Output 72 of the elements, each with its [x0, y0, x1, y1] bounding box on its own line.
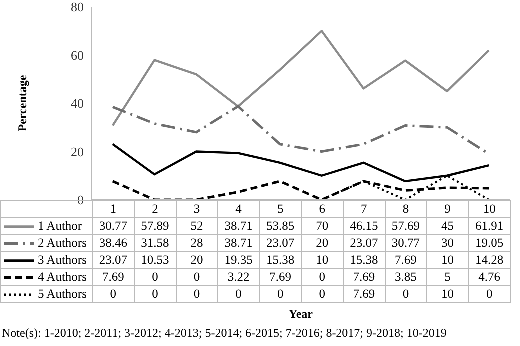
data-label: 38.71: [218, 234, 260, 252]
legend-label: 5 Authors: [0, 286, 92, 302]
data-label: 0: [385, 286, 427, 302]
data-label: 3.22: [218, 268, 260, 286]
x-tick-label: 8: [385, 200, 427, 218]
data-label: 30.77: [385, 234, 427, 252]
data-label: 10: [301, 252, 344, 268]
x-tick-label: 1: [92, 200, 134, 218]
data-label: 7.69: [92, 268, 134, 286]
x-tick-label: 4: [218, 200, 260, 218]
data-label: 0: [134, 268, 176, 286]
legend-label: 2 Authors: [0, 234, 92, 252]
data-label: 0: [176, 286, 218, 302]
data-label: 7.69: [260, 268, 302, 286]
data-label: 20: [301, 234, 344, 252]
data-label: 38.46: [92, 234, 134, 252]
x-tick-label: 2: [134, 200, 176, 218]
legend-label: 4 Authors: [0, 268, 92, 286]
data-label: 57.89: [134, 218, 176, 234]
y-axis-title: Percentage: [15, 74, 30, 132]
data-label: 0: [301, 268, 344, 286]
y-tick-label: 20: [71, 144, 84, 160]
data-label: 7.69: [385, 252, 427, 268]
data-label: 46.15: [343, 218, 386, 234]
data-label: 61.91: [468, 218, 510, 234]
data-label: 28: [176, 234, 218, 252]
data-label: 31.58: [134, 234, 176, 252]
text: Year: [288, 307, 314, 322]
data-label: 45: [426, 218, 469, 234]
data-label: 0: [260, 286, 302, 302]
data-label: 23.07: [260, 234, 302, 252]
data-label: 10: [426, 286, 469, 302]
data-label: 0: [301, 286, 344, 302]
data-label: 15.38: [260, 252, 302, 268]
data-label: 5: [426, 268, 469, 286]
data-label: 14.28: [468, 252, 510, 268]
data-label: 10: [426, 252, 469, 268]
data-label: 3.85: [385, 268, 427, 286]
data-label: 0: [218, 286, 260, 302]
data-label: 0: [176, 268, 218, 286]
legend-label: 1 Author: [0, 218, 92, 234]
x-tick-label: 10: [468, 200, 510, 218]
legend-label: 3 Authors: [0, 252, 92, 268]
data-label: 7.69: [343, 268, 386, 286]
x-tick-label: 3: [176, 200, 218, 218]
x-tick-label: 9: [426, 200, 469, 218]
data-label: 7.69: [343, 286, 386, 302]
data-label: 30: [426, 234, 469, 252]
data-label: 38.71: [218, 218, 260, 234]
data-label: 0: [468, 286, 510, 302]
data-label: 15.38: [343, 252, 386, 268]
data-label: 0: [92, 286, 134, 302]
data-label: 70: [301, 218, 344, 234]
data-label: 19.35: [218, 252, 260, 268]
data-label: 57.69: [385, 218, 427, 234]
y-tick-label: 60: [71, 48, 84, 63]
data-label: 0: [134, 286, 176, 302]
data-label: 10.53: [134, 252, 176, 268]
data-label: 19.05: [468, 234, 510, 252]
text: Note(s): 1-2010; 2-2011; 3-2012; 4-2013; 5-2014; 6-2015; 7-2016; 8-2017; 9-2018; 10-2019: [1, 326, 447, 341]
data-label: 23.07: [92, 252, 134, 268]
data-label: 20: [176, 252, 218, 268]
x-tick-label: 7: [343, 200, 386, 218]
data-label: 52: [176, 218, 218, 234]
data-label: 53.85: [260, 218, 302, 234]
x-tick-label: 5: [260, 200, 302, 218]
x-tick-label: 6: [301, 200, 344, 218]
data-label: 4.76: [468, 268, 510, 286]
y-tick-label: 80: [71, 0, 84, 15]
data-label: 30.77: [92, 218, 134, 234]
y-tick-label: 40: [71, 96, 84, 112]
data-label: 23.07: [343, 234, 386, 252]
